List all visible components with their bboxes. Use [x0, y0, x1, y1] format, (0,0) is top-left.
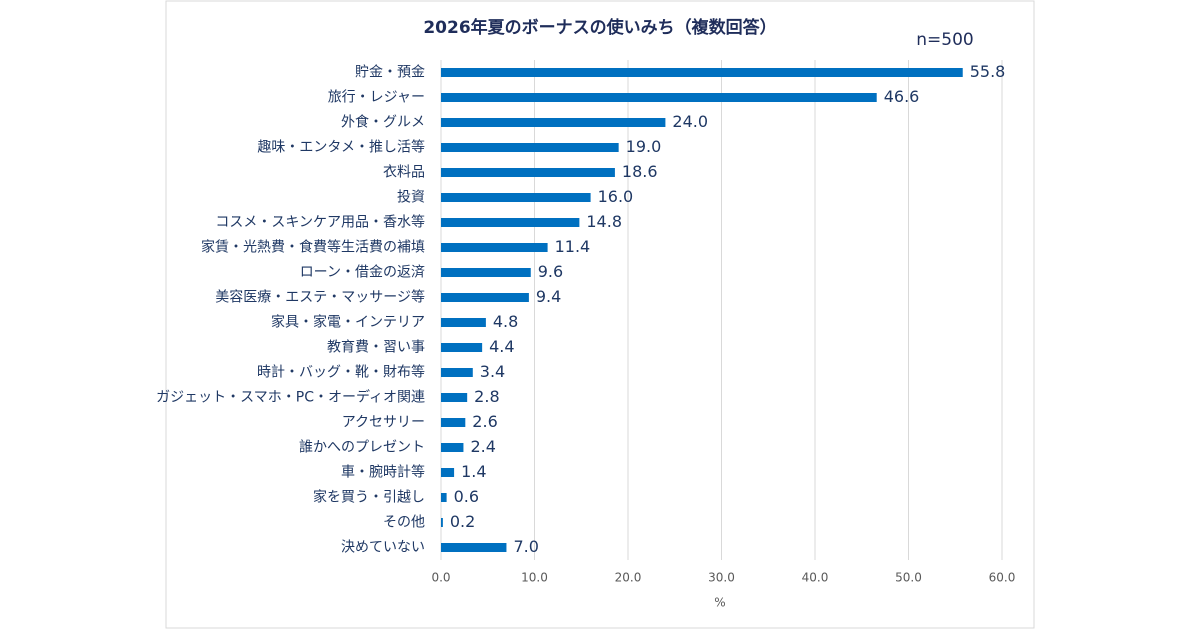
chart-frame: [165, 0, 1035, 629]
y-tick-label: 家具・家電・インテリア: [271, 314, 425, 331]
value-label: 19.0: [626, 137, 662, 156]
bar: [441, 243, 548, 252]
y-tick-label: 車・腕時計等: [341, 464, 425, 481]
bar: [441, 418, 466, 427]
bar: [441, 193, 591, 202]
x-tick-label: 0.0: [431, 571, 450, 585]
y-tick-label: 投資: [397, 190, 425, 206]
bar: [441, 518, 443, 527]
value-label: 2.4: [470, 437, 495, 456]
value-label: 16.0: [598, 187, 634, 206]
y-tick-label: 貯金・預金: [355, 65, 425, 81]
bar: [441, 293, 529, 302]
value-label: 18.6: [622, 162, 658, 181]
value-label: 11.4: [555, 237, 591, 256]
bar: [441, 368, 473, 377]
y-tick-label: 美容医療・エステ・マッサージ等: [215, 289, 425, 306]
bar: [441, 268, 531, 277]
value-label: 4.8: [493, 312, 518, 331]
bar: [441, 543, 507, 552]
x-axis-label: %: [714, 596, 725, 610]
y-tick-label: 決めていない: [341, 540, 425, 556]
value-label: 7.0: [513, 537, 538, 556]
x-tick-label: 30.0: [708, 571, 735, 585]
bar: [441, 393, 468, 402]
bar: [441, 343, 483, 352]
chart-title: 2026年夏のボーナスの使いみち（複数回答）: [423, 17, 776, 38]
y-tick-label: コスメ・スキンケア用品・香水等: [215, 214, 425, 231]
value-label: 1.4: [461, 462, 486, 481]
value-label: 46.6: [884, 87, 920, 106]
bar: [441, 93, 877, 102]
bar: [441, 218, 580, 227]
bar: [441, 493, 447, 502]
value-label: 0.6: [454, 487, 479, 506]
y-tick-label: その他: [383, 515, 425, 531]
y-tick-label: 旅行・レジャー: [328, 90, 425, 106]
value-label: 55.8: [970, 62, 1006, 81]
bar: [441, 468, 455, 477]
value-label: 9.4: [536, 287, 561, 306]
y-tick-label: 家賃・光熱費・食費等生活費の補填: [201, 239, 425, 256]
x-tick-label: 10.0: [521, 571, 548, 585]
y-tick-label: アクセサリー: [342, 415, 425, 431]
value-label: 4.4: [489, 337, 514, 356]
x-tick-label: 60.0: [989, 571, 1016, 585]
value-label: 0.2: [450, 512, 475, 531]
x-tick-label: 20.0: [615, 571, 642, 585]
bar: [441, 143, 619, 152]
value-label: 9.6: [538, 262, 563, 281]
bar: [441, 318, 486, 327]
bar: [441, 443, 464, 452]
y-tick-label: 時計・バッグ・靴・財布等: [257, 364, 425, 381]
bar: [441, 118, 666, 127]
y-tick-label: ローン・借金の返済: [300, 265, 425, 281]
y-tick-label: 衣料品: [383, 165, 425, 181]
bar: [441, 68, 963, 77]
x-tick-label: 40.0: [802, 571, 829, 585]
value-label: 14.8: [586, 212, 622, 231]
y-tick-label: 誰かへのプレゼント: [299, 440, 425, 456]
bar: [441, 168, 615, 177]
x-tick-label: 50.0: [895, 571, 922, 585]
y-tick-label: 趣味・エンタメ・推し活等: [257, 139, 425, 156]
value-label: 2.6: [472, 412, 497, 431]
value-label: 24.0: [672, 112, 708, 131]
y-tick-label: ガジェット・スマホ・PC・オーディオ関連: [156, 389, 425, 406]
y-tick-label: 外食・グルメ: [341, 114, 425, 131]
value-label: 3.4: [480, 362, 505, 381]
y-tick-label: 教育費・習い事: [327, 340, 425, 356]
y-tick-label: 家を買う・引越し: [313, 489, 425, 506]
value-label: 2.8: [474, 387, 499, 406]
sample-size: n=500: [916, 30, 973, 50]
